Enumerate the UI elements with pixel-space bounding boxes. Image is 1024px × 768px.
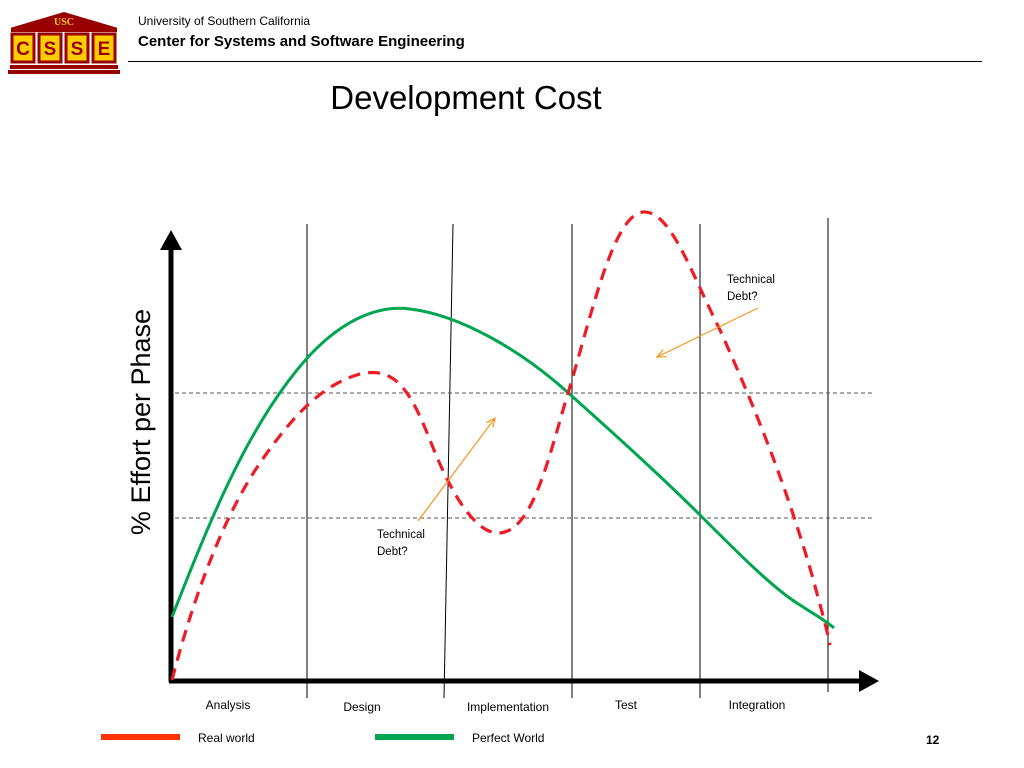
phase-label-integration: Integration: [728, 698, 786, 712]
phase-label-analysis: Analysis: [205, 698, 251, 712]
technical-debt-arrow-lower: [417, 418, 495, 522]
technical-debt-label-upper: Technical: [727, 274, 775, 286]
svg-text:E: E: [98, 39, 111, 60]
logo-roof: [10, 12, 118, 28]
page-number: 12: [926, 733, 940, 747]
real-world-curve: [170, 210, 832, 681]
technical-debt-arrow-upper: [657, 307, 759, 357]
center-name: Center for Systems and Software Engineer…: [138, 33, 465, 50]
x-axis-arrowhead: [859, 670, 879, 692]
phase-label-design: Design: [343, 700, 381, 714]
logo-letter-boxes: C S S E: [10, 32, 117, 64]
y-axis-arrowhead: [160, 230, 182, 250]
legend-swatch-perfect-world: [375, 734, 454, 740]
phase-divider: [443, 223, 454, 699]
header-divider: [128, 61, 982, 62]
technical-debt-label-upper-line2: Debt?: [727, 291, 758, 303]
legend-swatch-real-world: [101, 734, 180, 740]
perfect-world-curve: [170, 306, 835, 630]
svg-text:S: S: [71, 39, 84, 60]
svg-text:S: S: [44, 39, 57, 60]
university-name: University of Southern California: [138, 14, 311, 28]
y-axis-label: % Effort per Phase: [126, 309, 156, 535]
csse-logo: USC C S S E: [8, 12, 120, 74]
svg-text:C: C: [16, 39, 30, 60]
logo-usc-text: USC: [54, 17, 74, 28]
slide-title: Development Cost: [330, 79, 602, 116]
technical-debt-label-lower-line2: Debt?: [377, 546, 408, 558]
phase-label-implementation: Implementation: [466, 700, 550, 714]
phase-label-test: Test: [614, 698, 637, 712]
legend-label-real-world: Real world: [198, 731, 255, 745]
technical-debt-label-lower: Technical: [377, 529, 425, 541]
legend-label-perfect-world: Perfect World: [472, 731, 545, 745]
